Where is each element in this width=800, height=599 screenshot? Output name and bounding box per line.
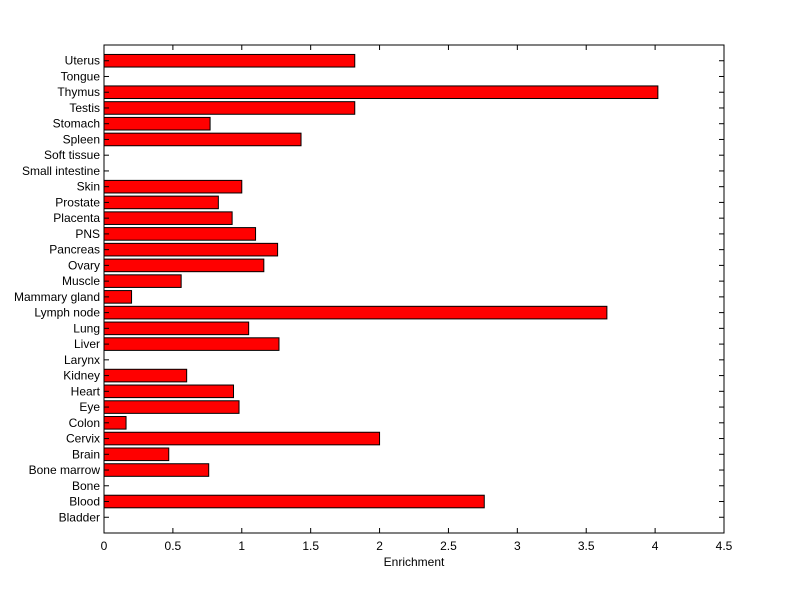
y-tick-label: Blood bbox=[69, 495, 100, 509]
bar-lymph-node bbox=[103, 305, 608, 320]
x-tick-label: 3.5 bbox=[578, 539, 595, 553]
bar-heart bbox=[103, 384, 235, 399]
x-tick-label: 0 bbox=[101, 539, 108, 553]
y-tick-label: Cervix bbox=[66, 432, 100, 446]
y-tick-label: Tongue bbox=[61, 69, 101, 83]
y-tick-label: Uterus bbox=[65, 54, 100, 68]
bars-group bbox=[103, 53, 659, 509]
bar-testis bbox=[103, 101, 356, 115]
x-tick-label: 4.5 bbox=[716, 539, 733, 553]
y-tick-label: Prostate bbox=[55, 195, 100, 209]
bar-liver bbox=[103, 337, 280, 351]
y-tick-label: Bone marrow bbox=[29, 463, 101, 477]
y-tick-label: Ovary bbox=[68, 258, 100, 272]
bar-pns bbox=[103, 227, 257, 241]
bar-spleen bbox=[103, 132, 302, 147]
bar-uterus bbox=[103, 53, 356, 68]
x-tick-label: 4 bbox=[652, 539, 659, 553]
plot-frame bbox=[103, 44, 725, 534]
x-axis-ticks: 0 0.5 1 1.5 2 2.5 3 3.5 4 4.5 bbox=[101, 45, 733, 553]
y-tick-label: Larynx bbox=[64, 353, 100, 367]
bar-cervix bbox=[103, 431, 381, 446]
y-tick-label: Stomach bbox=[53, 117, 100, 131]
y-tick-label: Lymph node bbox=[34, 306, 100, 320]
x-tick-label: 3 bbox=[514, 539, 521, 553]
y-tick-label: Bladder bbox=[59, 510, 100, 524]
y-tick-label: Mammary gland bbox=[14, 290, 100, 304]
x-tick-label: 2 bbox=[376, 539, 383, 553]
bar-skin bbox=[103, 179, 243, 194]
x-tick-label: 1 bbox=[238, 539, 245, 553]
y-tick-label: Colon bbox=[69, 416, 100, 430]
x-tick-label: 1.5 bbox=[302, 539, 319, 553]
bar-prostate bbox=[103, 195, 219, 210]
bar-stomach bbox=[103, 116, 211, 131]
y-tick-label: Spleen bbox=[63, 132, 100, 146]
y-tick-label: Soft tissue bbox=[44, 148, 100, 162]
y-tick-label: Small intestine bbox=[22, 164, 100, 178]
bar-thymus bbox=[103, 85, 659, 100]
bar-eye bbox=[103, 400, 240, 414]
y-tick-label: Liver bbox=[74, 337, 100, 351]
y-tick-label: Heart bbox=[71, 384, 101, 398]
bar-pancreas bbox=[103, 242, 279, 257]
x-tick-label: 2.5 bbox=[440, 539, 457, 553]
bar-placenta bbox=[103, 211, 233, 225]
x-axis-title: Enrichment bbox=[384, 555, 445, 569]
y-tick-label: Pancreas bbox=[49, 243, 100, 257]
bar-brain bbox=[103, 447, 170, 462]
y-tick-label: Lung bbox=[73, 321, 100, 335]
y-tick-label: Muscle bbox=[62, 274, 100, 288]
bar-muscle bbox=[103, 274, 182, 288]
y-tick-label: Bone bbox=[72, 479, 100, 493]
y-tick-label: Skin bbox=[77, 180, 100, 194]
y-tick-label: Placenta bbox=[53, 211, 100, 225]
y-tick-label: Kidney bbox=[63, 369, 100, 383]
bar-ovary bbox=[103, 258, 265, 273]
bar-lung bbox=[103, 321, 250, 336]
bar-kidney bbox=[103, 368, 188, 383]
y-tick-label: Thymus bbox=[57, 85, 100, 99]
x-tick-label: 0.5 bbox=[165, 539, 182, 553]
y-tick-label: Eye bbox=[79, 400, 100, 414]
y-tick-label: PNS bbox=[75, 227, 100, 241]
y-tick-label: Brain bbox=[72, 447, 100, 461]
bar-bone-marrow bbox=[103, 463, 210, 477]
y-tick-label: Testis bbox=[69, 101, 100, 115]
bar-blood bbox=[103, 494, 485, 509]
